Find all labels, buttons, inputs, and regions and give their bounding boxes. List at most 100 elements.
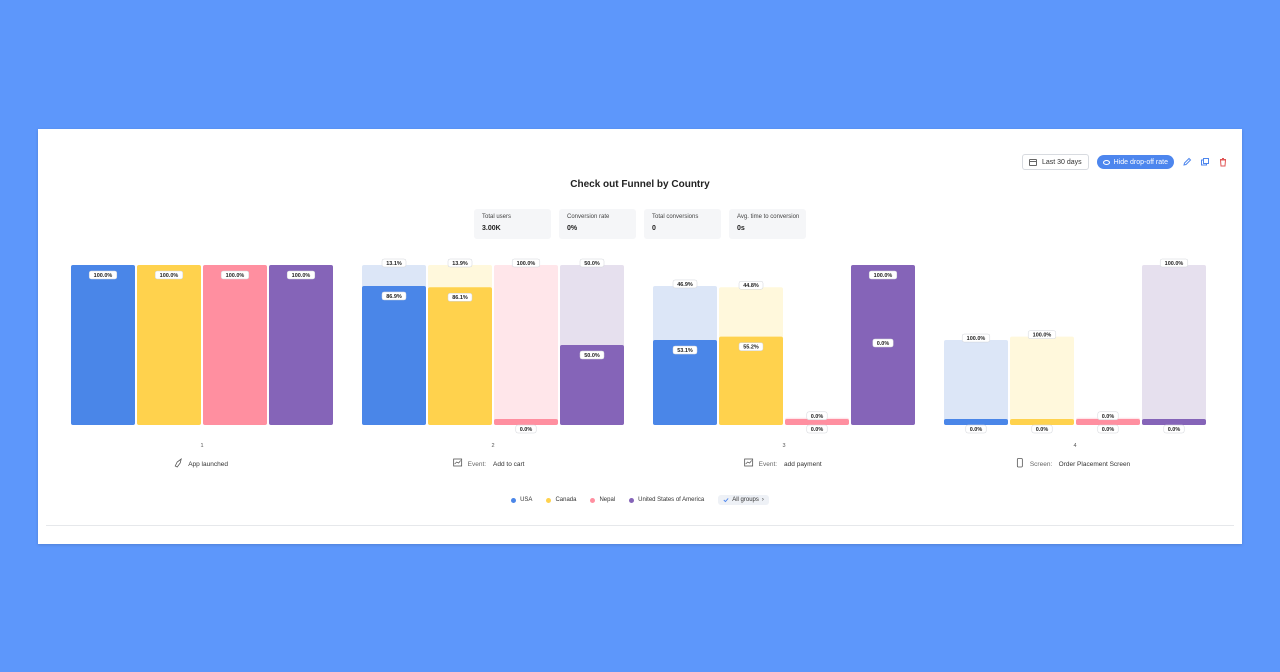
dropoff-label: 0.0% <box>1102 414 1115 420</box>
stat-value: 3.00K <box>482 225 501 232</box>
conversion-label: 86.1% <box>452 295 468 301</box>
conversion-label-bg <box>672 345 698 355</box>
phone-icon <box>1016 458 1023 468</box>
pencil-icon[interactable] <box>1182 157 1192 167</box>
stat-label: Total users <box>482 214 512 220</box>
chevron-right-icon: › <box>761 497 764 503</box>
dropoff-bar <box>944 340 1008 425</box>
dropoff-label: 46.9% <box>677 282 693 288</box>
step-name: Add to cart <box>493 461 525 468</box>
conversion-bar <box>1076 419 1140 425</box>
conversion-bar <box>1142 419 1206 425</box>
conversion-label-bg <box>1163 424 1185 434</box>
legend-item-united-states[interactable]: United States of America <box>629 497 704 503</box>
funnel-chart: 100.0% 100.0% 100.0% 100.0% 1 App launched 86.… <box>71 258 1206 468</box>
legend-item-nepal[interactable]: Nepal <box>590 497 615 503</box>
step-prefix: Event: <box>759 461 778 468</box>
conversion-bar <box>719 336 783 425</box>
conversion-bar <box>71 265 135 425</box>
funnel-card: Last 30 days Hide drop-off rate Check ou… <box>38 129 1242 544</box>
conversion-label: 100.0% <box>160 273 179 279</box>
step-number: 2 <box>491 443 494 449</box>
conversion-label: 0.0% <box>1102 427 1115 433</box>
step-number: 3 <box>782 443 785 449</box>
dropoff-label: 100.0% <box>517 261 536 267</box>
dropoff-label: 13.9% <box>452 261 468 267</box>
legend-swatch <box>511 497 517 503</box>
stat-value: 0 <box>652 225 656 232</box>
conversion-label-bg <box>154 270 184 280</box>
legend-item-usa[interactable]: USA <box>511 497 532 503</box>
stat-value: 0s <box>737 225 745 232</box>
conversion-bar <box>269 265 333 425</box>
legend-swatch <box>629 497 635 503</box>
chart-line-icon-stroke <box>454 460 461 465</box>
dropoff-label-bg <box>511 258 541 268</box>
legend-swatch <box>546 497 552 503</box>
dropoff-label-bg <box>579 258 605 268</box>
conversion-label-bg <box>806 424 828 434</box>
all-groups-label: All groups <box>732 497 759 503</box>
dropoff-label-bg <box>738 280 764 290</box>
stats-row: Total users 3.00K Conversion rate 0% Tot… <box>474 209 806 239</box>
conversion-label-bg <box>868 270 898 280</box>
all-groups-button[interactable]: All groups › <box>718 495 769 505</box>
conversion-label: 100.0% <box>226 273 245 279</box>
step-name: App launched <box>188 461 228 468</box>
conversion-label-bg <box>579 350 605 360</box>
chart-line-icon-stroke <box>745 460 752 465</box>
step-name: Order Placement Screen <box>1059 461 1131 468</box>
dropoff-label-bg <box>381 258 407 268</box>
step-prefix: Screen: <box>1030 461 1053 468</box>
chart-line-icon <box>744 458 754 467</box>
dropoff-label-bg <box>1097 411 1119 421</box>
conversion-label: 86.9% <box>386 294 402 300</box>
step-prefix: Event: <box>468 461 487 468</box>
conversion-label-bg <box>515 424 537 434</box>
duplicate-icon[interactable] <box>1200 157 1210 167</box>
hide-dropoff-button[interactable]: Hide drop-off rate <box>1096 155 1174 169</box>
conversion-bar <box>653 340 717 425</box>
stat-total-conversions: Total conversions 0 <box>644 209 721 239</box>
legend-item-canada[interactable]: Canada <box>546 497 576 503</box>
conversion-bar <box>362 285 426 425</box>
dropoff-label-bg <box>872 338 894 348</box>
conversion-bar <box>137 265 201 425</box>
stat-total-users: Total users 3.00K <box>474 209 551 239</box>
legend-swatch <box>590 497 596 503</box>
conversion-bar <box>560 345 624 425</box>
conversion-label: 55.2% <box>743 345 759 351</box>
stat-label: Conversion rate <box>567 214 610 220</box>
dropoff-label: 0.0% <box>877 341 890 347</box>
legend-label: USA <box>520 497 533 503</box>
stat-label: Avg. time to conversion <box>737 214 800 220</box>
rocket-icon <box>174 458 182 468</box>
step-number: 4 <box>1073 443 1076 449</box>
chart-title: Check out Funnel by Country <box>570 179 710 190</box>
dropoff-label-bg <box>806 411 828 421</box>
conversion-label-bg <box>220 270 250 280</box>
conversion-label-bg <box>738 342 764 351</box>
dropoff-bar <box>1010 336 1074 425</box>
date-range-button[interactable]: Last 30 days <box>1021 154 1089 170</box>
stat-avg-time: Avg. time to conversion 0s <box>729 209 806 239</box>
conversion-bar <box>1010 419 1074 425</box>
conversion-label-bg <box>286 270 316 280</box>
conversion-label: 0.0% <box>520 427 533 433</box>
conversion-bar <box>944 419 1008 425</box>
legend-label: Canada <box>555 497 577 503</box>
check-icon <box>723 498 729 503</box>
hide-dropoff-label: Hide drop-off rate <box>1113 158 1168 166</box>
toolbar: Last 30 days Hide drop-off rate <box>1021 154 1228 170</box>
dropoff-label-bg <box>1027 330 1057 339</box>
conversion-label: 100.0% <box>94 273 113 279</box>
dropoff-bar <box>1142 265 1206 425</box>
dropoff-label-bg <box>447 258 473 268</box>
stat-value: 0% <box>567 225 578 232</box>
conversion-label-bg <box>1097 424 1119 434</box>
dropoff-label: 100.0% <box>1165 261 1184 267</box>
dropoff-label: 50.0% <box>584 261 600 267</box>
conversion-label-bg <box>88 270 118 280</box>
trash-icon[interactable] <box>1218 157 1228 167</box>
stat-conversion-rate: Conversion rate 0% <box>559 209 636 239</box>
